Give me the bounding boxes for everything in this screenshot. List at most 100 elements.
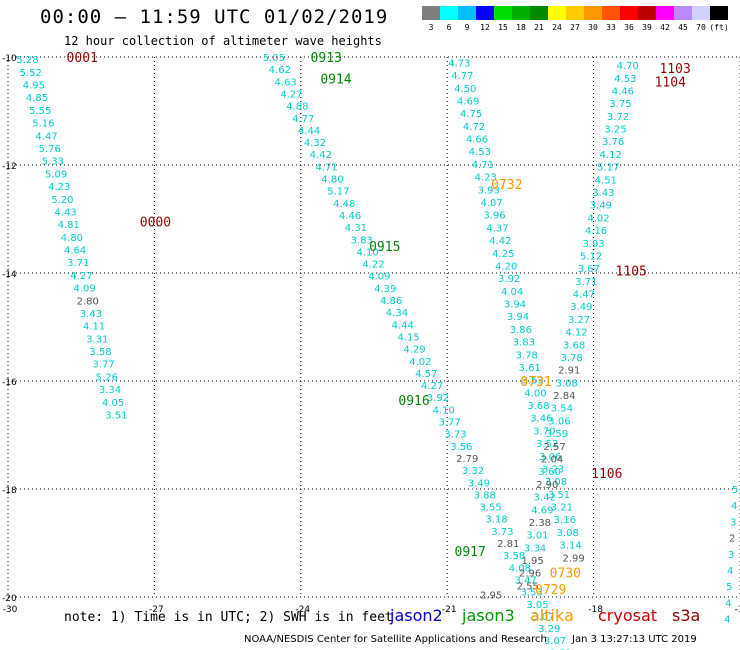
colorbar-swatch bbox=[710, 6, 728, 20]
colorbar-label: 12 bbox=[480, 23, 490, 32]
wave-height-label: 5.52 bbox=[20, 68, 42, 79]
wave-height-label: 3.88 bbox=[474, 490, 496, 501]
colorbar bbox=[422, 6, 728, 20]
wave-height-label: 4.09 bbox=[368, 272, 390, 283]
wave-height-label: 4.02 bbox=[409, 357, 431, 368]
colorbar-label: 9 bbox=[464, 23, 470, 32]
wave-height-label: 2.90 bbox=[536, 480, 558, 491]
wave-height-label: 4.12 bbox=[600, 150, 622, 161]
colorbar-label: 39 bbox=[642, 23, 652, 32]
wave-height-label: 2.55 bbox=[517, 581, 539, 592]
wave-height-label: 3.94 bbox=[504, 300, 526, 311]
wave-height-label: 3.34 bbox=[524, 543, 546, 554]
colorbar-swatch bbox=[548, 6, 566, 20]
wave-height-label: 4.27 bbox=[421, 381, 443, 392]
wave-height-label: 3.58 bbox=[503, 551, 525, 562]
wave-height-label: 4.44 bbox=[392, 320, 414, 331]
wave-height-label: 3.07 bbox=[544, 636, 566, 647]
wave-height-label: 4.71 bbox=[472, 160, 494, 171]
wave-height-label: 3.32 bbox=[462, 466, 484, 477]
wave-height-label: 4.63 bbox=[275, 77, 297, 88]
wave-height-label: 4.62 bbox=[269, 65, 291, 76]
wave-height-label: 4.39 bbox=[374, 284, 396, 295]
credit-text: NOAA/NESDIS Center for Satellite Applica… bbox=[244, 634, 547, 645]
wave-height-label: 4.00 bbox=[524, 388, 546, 399]
wave-height-label: 4.88 bbox=[286, 102, 308, 113]
wave-height-label: 4.42 bbox=[310, 150, 332, 161]
colorbar-swatch bbox=[602, 6, 620, 20]
wave-height-label: 3.93 bbox=[478, 185, 500, 196]
wave-height-label: 4.95 bbox=[23, 81, 45, 92]
wave-height-label: 3.68 bbox=[563, 340, 585, 351]
wave-height-label: 3.01 bbox=[526, 531, 548, 542]
wave-height-label: 3.08 bbox=[545, 477, 567, 488]
wave-height-label: 5.09 bbox=[45, 169, 67, 180]
wave-height-label: 3.43 bbox=[592, 188, 614, 199]
wave-height-label: 1.95 bbox=[521, 556, 543, 567]
wave-height-label: 4.69 bbox=[531, 505, 553, 516]
wave-height-label: 4.32 bbox=[304, 138, 326, 149]
wave-height-label: 3.18 bbox=[485, 515, 507, 526]
wave-height-label: 4.85 bbox=[26, 93, 48, 104]
pass-time-label: 0732 bbox=[491, 178, 522, 193]
wave-height-label: 5.17 bbox=[327, 187, 349, 198]
x-tick-label: -30 bbox=[3, 605, 18, 615]
wave-height-label: 3.78 bbox=[561, 353, 583, 364]
wave-height-label: 4.81 bbox=[58, 220, 80, 231]
wave-height-label: 3.29 bbox=[538, 624, 560, 635]
x-tick-label: -18 bbox=[588, 605, 603, 615]
wave-height-label: 4.72 bbox=[463, 122, 485, 133]
wave-height-label: 3.76 bbox=[602, 137, 624, 148]
wave-height-label: 4.42 bbox=[489, 236, 511, 247]
wave-height-label: 4.04 bbox=[501, 287, 523, 298]
wave-height-label: 4.29 bbox=[403, 345, 425, 356]
wave-height-label: 2.96 bbox=[519, 569, 541, 580]
pass-time-label: 0915 bbox=[369, 240, 400, 255]
wave-height-label: 4.47 bbox=[35, 131, 57, 142]
colorbar-swatch bbox=[656, 6, 674, 20]
wave-height-label: 3.16 bbox=[554, 515, 576, 526]
wave-height-label: 5.33 bbox=[42, 157, 64, 168]
wave-height-label: 2.79 bbox=[456, 454, 478, 465]
wave-height-label: 4.53 bbox=[614, 74, 636, 85]
pass-time-label: 0731 bbox=[520, 375, 551, 390]
x-tick-label: -21 bbox=[442, 605, 457, 615]
pass-time-label: 0000 bbox=[140, 216, 171, 231]
wave-height-label: 3.23 bbox=[542, 464, 564, 475]
wave-height-label: 2.38 bbox=[529, 518, 551, 529]
wave-height-label: 3.73 bbox=[491, 527, 513, 538]
wave-height-label: 2.04 bbox=[541, 454, 563, 465]
wave-height-label: 4.47 bbox=[573, 290, 595, 301]
wave-height-label: 4.27 bbox=[280, 89, 302, 100]
wave-height-label: 2.81 bbox=[497, 539, 519, 550]
colorbar-label: 15 bbox=[498, 23, 508, 32]
wave-height-label: 5 bbox=[732, 485, 738, 496]
wave-height-label: 5.55 bbox=[29, 106, 51, 117]
wave-height-label: 4.69 bbox=[457, 96, 479, 107]
wave-height-label: 4.46 bbox=[612, 86, 634, 97]
wave-height-label: 5.28 bbox=[16, 55, 38, 66]
wave-height-label: 4.23 bbox=[475, 173, 497, 184]
legend-jason2: jason2 bbox=[390, 606, 443, 625]
wave-height-label: 4.80 bbox=[321, 175, 343, 186]
wave-height-label: 3.27 bbox=[568, 315, 590, 326]
wave-height-label: 5 bbox=[726, 582, 732, 593]
colorbar-label: 45 bbox=[678, 23, 688, 32]
colorbar-label: 18 bbox=[516, 23, 526, 32]
wave-height-label: 4.46 bbox=[339, 211, 361, 222]
wave-height-label: 4.48 bbox=[333, 199, 355, 210]
legend-jason3: jason3 bbox=[462, 606, 515, 625]
wave-height-label: 5.26 bbox=[96, 372, 118, 383]
colorbar-swatch bbox=[638, 6, 656, 20]
wave-height-label: 3.21 bbox=[551, 503, 573, 514]
wave-height-label: 3.42 bbox=[534, 493, 556, 504]
wave-height-label: 2 bbox=[729, 534, 735, 545]
wave-height-label: 5.16 bbox=[32, 119, 54, 130]
wave-height-label: 4 bbox=[725, 598, 731, 609]
wave-height-label: 3.67 bbox=[578, 264, 600, 275]
wave-height-label: 4.05 bbox=[102, 398, 124, 409]
wave-height-label: 3.96 bbox=[483, 211, 505, 222]
colorbar-swatch bbox=[692, 6, 710, 20]
pass-time-label: 0729 bbox=[535, 583, 566, 598]
